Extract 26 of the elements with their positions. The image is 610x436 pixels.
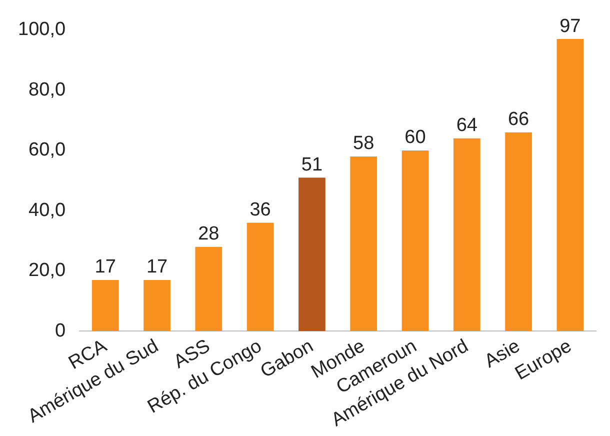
- y-tick-label: 60,0: [28, 140, 66, 161]
- bar: [350, 156, 378, 332]
- bar: [246, 222, 274, 332]
- bar: [92, 280, 119, 332]
- data-label: 60: [404, 127, 426, 148]
- data-label: 17: [94, 256, 116, 278]
- y-tick-label: 40,0: [28, 200, 66, 221]
- y-tick-label: 0: [54, 320, 66, 342]
- data-label: 66: [508, 109, 530, 130]
- data-label: 64: [456, 115, 478, 136]
- y-tick-label: 80,0: [28, 79, 66, 100]
- data-label: 51: [301, 154, 323, 176]
- data-label: 17: [146, 256, 168, 278]
- y-tick-label: 100,0: [18, 19, 66, 40]
- bar: [144, 280, 170, 332]
- bar: [195, 246, 222, 332]
- data-label: 28: [198, 224, 220, 245]
- bar: [453, 138, 480, 332]
- data-label: 36: [250, 199, 271, 220]
- data-label: 58: [353, 133, 374, 154]
- bar: [505, 132, 532, 332]
- y-tick-label: 20,0: [28, 260, 66, 282]
- bar: [556, 39, 584, 332]
- bar: [298, 178, 326, 332]
- data-label: 97: [560, 16, 581, 37]
- bar: [402, 150, 429, 332]
